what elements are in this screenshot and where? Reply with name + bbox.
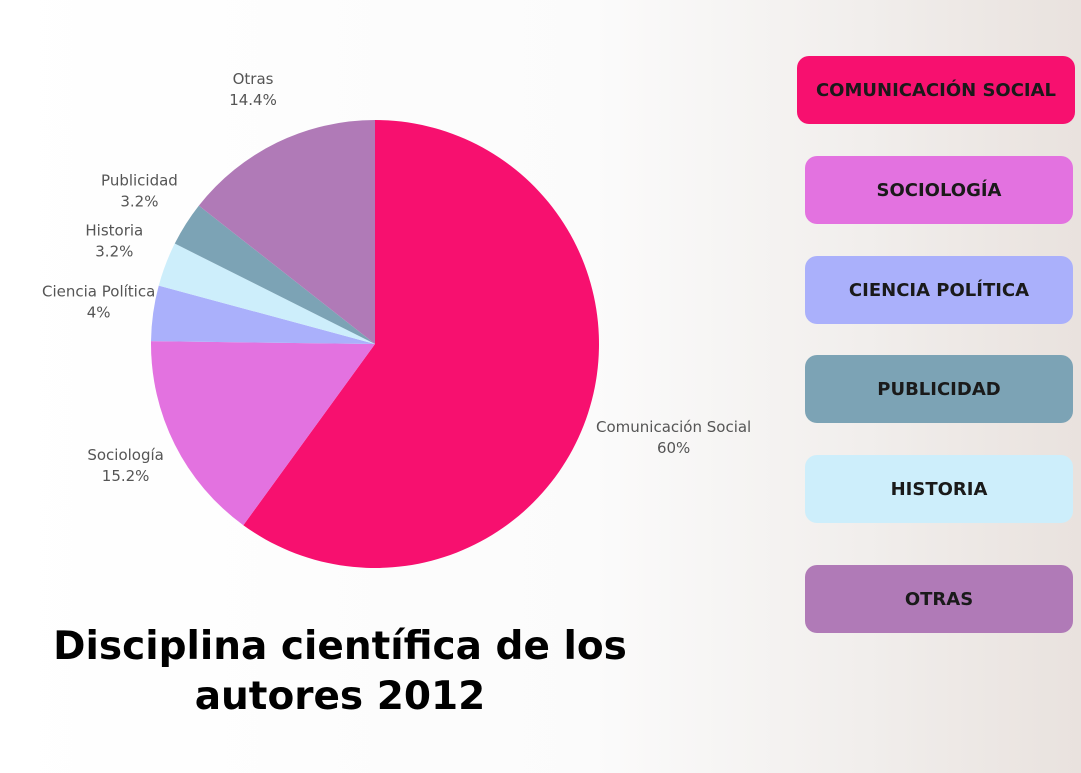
legend-box <box>805 355 1073 423</box>
slice-value-label: 60% <box>657 439 690 457</box>
slice-label: Publicidad <box>101 172 178 190</box>
legend-label: CIENCIA POLÍTICA <box>849 279 1029 301</box>
pie-slice <box>158 243 375 344</box>
legend-label: HISTORIA <box>891 479 988 500</box>
legend-box <box>805 256 1073 324</box>
slice-label: Otras <box>233 70 274 88</box>
legend-box <box>805 565 1073 633</box>
pie-slice <box>151 285 375 344</box>
slice-value-label: 4% <box>87 304 111 322</box>
pie-slice <box>198 120 375 344</box>
slice-label: Sociología <box>87 446 164 464</box>
slice-label: Historia <box>85 222 143 240</box>
legend-label: PUBLICIDAD <box>877 379 1000 400</box>
pie-slice <box>243 120 599 568</box>
legend-box <box>797 56 1075 124</box>
legend-label: OTRAS <box>905 589 973 610</box>
legend-label: SOCIOLOGÍA <box>876 179 1001 201</box>
pie-slice <box>174 205 375 344</box>
slice-value-label: 14.4% <box>229 91 277 109</box>
legend-box <box>805 455 1073 523</box>
pie-slice <box>151 341 375 526</box>
slice-value-label: 3.2% <box>120 193 158 211</box>
slice-label: Comunicación Social <box>596 418 751 436</box>
slice-label: Ciencia Política <box>42 283 155 301</box>
legend-box <box>805 156 1073 224</box>
slice-value-label: 3.2% <box>95 243 133 261</box>
legend-label: COMUNICACIÓN SOCIAL <box>816 79 1056 101</box>
chart-title: Disciplina científica de los autores 201… <box>53 624 627 719</box>
slice-value-label: 15.2% <box>102 467 150 485</box>
